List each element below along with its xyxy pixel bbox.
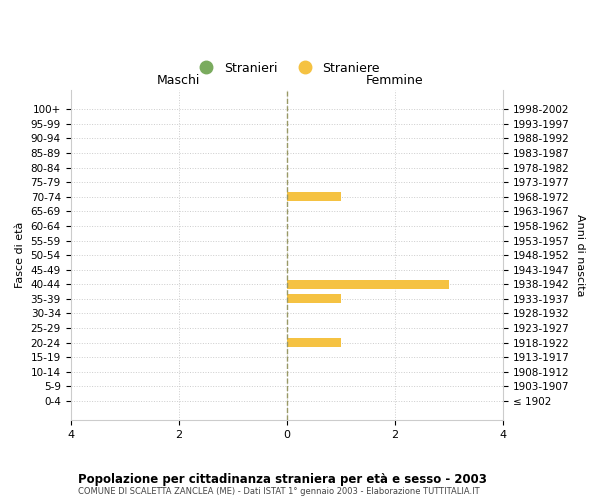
Text: COMUNE DI SCALETTA ZANCLEA (ME) - Dati ISTAT 1° gennaio 2003 - Elaborazione TUTT: COMUNE DI SCALETTA ZANCLEA (ME) - Dati I… (78, 488, 479, 496)
Bar (287, 294, 341, 303)
Text: Maschi: Maschi (157, 74, 200, 86)
Y-axis label: Fasce di età: Fasce di età (15, 222, 25, 288)
Text: Femmine: Femmine (366, 74, 424, 86)
Y-axis label: Anni di nascita: Anni di nascita (575, 214, 585, 296)
Bar (287, 338, 341, 347)
Bar (287, 280, 449, 288)
Legend: Stranieri, Straniere: Stranieri, Straniere (189, 56, 385, 80)
Bar (287, 192, 341, 201)
Text: Popolazione per cittadinanza straniera per età e sesso - 2003: Popolazione per cittadinanza straniera p… (78, 472, 487, 486)
